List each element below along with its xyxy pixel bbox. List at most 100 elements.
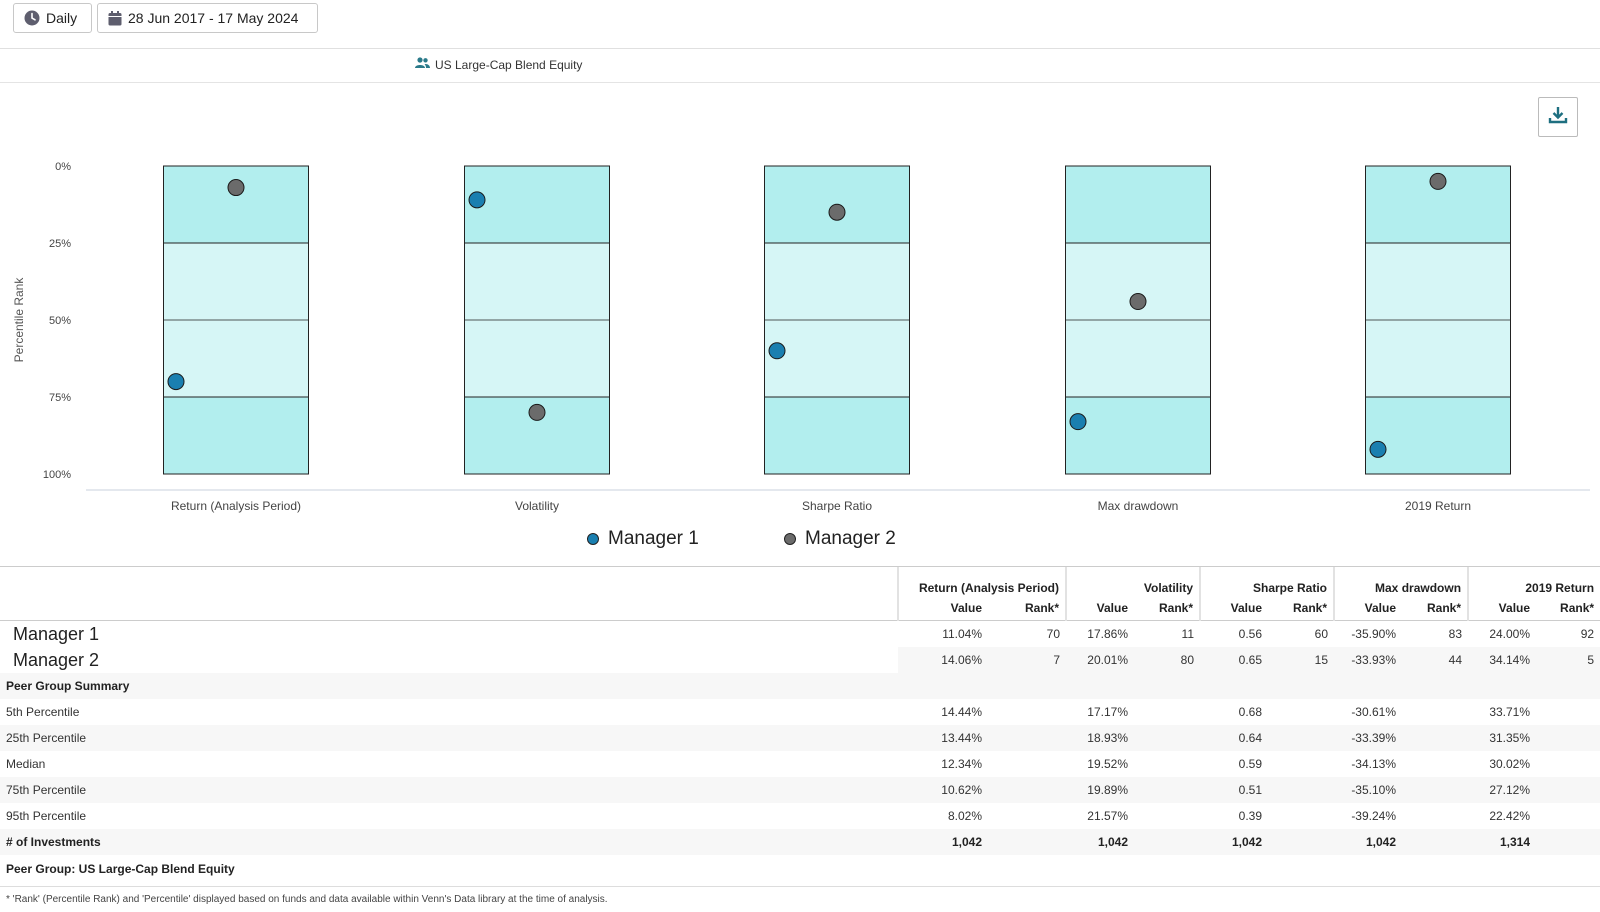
header-return[interactable]: Return (Analysis Period) — [897, 567, 1066, 595]
calendar-icon — [108, 10, 122, 26]
category-box — [464, 165, 610, 475]
category-box — [1365, 165, 1511, 475]
quartile-band — [1065, 320, 1211, 397]
table-row-percentile: 95th Percentile 8.02% 21.57% 0.39 -39.24… — [0, 803, 1600, 829]
y-tick-label: 100% — [43, 469, 71, 481]
table-cell: 0.65 — [1200, 647, 1268, 673]
table-cell: 70 — [1046, 627, 1060, 641]
y-tick-label: 50% — [49, 315, 71, 327]
toolbar: Daily 28 Jun 2017 - 17 May 2024 — [0, 0, 1600, 49]
manager-name[interactable]: Manager 2 — [0, 647, 898, 673]
quartile-band — [464, 320, 610, 397]
chart-legend: Manager 1 Manager 2 — [0, 528, 1600, 552]
date-range-label: 28 Jun 2017 - 17 May 2024 — [128, 10, 299, 26]
subheader-rank: Rank* — [1402, 595, 1469, 621]
table-cell: 11.04% — [942, 627, 982, 641]
table-cell: 14.44% — [941, 705, 982, 719]
y-axis-title: Percentile Rank — [12, 277, 26, 363]
percentile-label: 25th Percentile — [0, 725, 898, 751]
header-2019-return[interactable]: 2019 Return — [1467, 567, 1600, 595]
data-point-manager-2 — [1129, 293, 1147, 311]
subheader-value: Value — [1467, 595, 1537, 621]
quartile-band — [764, 243, 910, 320]
table-cell: 0.56 — [1238, 627, 1262, 641]
table-cell: 18.93% — [1066, 725, 1134, 751]
data-point-manager-1 — [468, 191, 486, 209]
table-cell: -35.10% — [1334, 777, 1403, 803]
table-cell: 12.34% — [941, 757, 982, 771]
table-row-investments: # of Investments 1,042 1,042 1,042 1,042… — [0, 829, 1600, 855]
quartile-band — [163, 320, 309, 397]
date-range-selector[interactable]: 28 Jun 2017 - 17 May 2024 — [97, 3, 318, 33]
table-cell: 44 — [1402, 647, 1469, 673]
users-icon — [415, 57, 435, 72]
table-cell: 24.00% — [1489, 627, 1531, 641]
table-cell: -39.24% — [1351, 809, 1397, 823]
table-cell: 60 — [1314, 627, 1329, 641]
data-point-manager-2 — [227, 179, 245, 197]
legend-item-manager-1[interactable]: Manager 1 — [587, 528, 699, 550]
table-cell: 31.35% — [1468, 725, 1537, 751]
data-point-manager-2 — [1429, 172, 1447, 190]
frequency-selector[interactable]: Daily — [13, 3, 92, 33]
table-cell: 19.89% — [1066, 777, 1134, 803]
table-cell: 21.57% — [1087, 809, 1128, 823]
download-button[interactable] — [1538, 97, 1578, 137]
data-point-manager-2 — [828, 203, 846, 221]
quartile-band — [1065, 166, 1211, 243]
header-max-drawdown[interactable]: Max drawdown — [1333, 567, 1469, 595]
table-cell: -34.13% — [1351, 757, 1397, 771]
table-cell: 7 — [988, 647, 1066, 673]
header-sharpe[interactable]: Sharpe Ratio — [1198, 567, 1335, 595]
percentile-label: 95th Percentile — [6, 809, 87, 823]
category-box — [163, 165, 309, 475]
table-cell: 17.86% — [1087, 627, 1128, 641]
manager-name[interactable]: Manager 1 — [13, 623, 100, 644]
table-cell: 0.51 — [1200, 777, 1268, 803]
header-volatility[interactable]: Volatility — [1065, 567, 1200, 595]
quartile-band — [464, 166, 610, 243]
percentile-label: 5th Percentile — [6, 705, 80, 719]
table-cell: 19.52% — [1087, 757, 1128, 771]
table-cell: 5 — [1536, 647, 1600, 673]
frequency-label: Daily — [46, 10, 78, 26]
table-cell: 30.02% — [1489, 757, 1531, 771]
table-cell: -35.90% — [1351, 627, 1397, 641]
legend-item-manager-2[interactable]: Manager 2 — [784, 528, 896, 550]
quartile-band — [764, 397, 910, 474]
table-row-manager-2: Manager 2 14.06% 7 20.01% 80 0.65 15 -33… — [0, 647, 1600, 673]
table-cell: 34.14% — [1468, 647, 1537, 673]
table-row-manager-1: Manager 1 11.04% 70 17.86% 11 0.56 60 -3… — [0, 621, 1600, 648]
table-cell: 1,042 — [898, 829, 988, 855]
quartile-band — [764, 320, 910, 397]
table-header-empty — [0, 567, 898, 595]
table-row-percentile: 25th Percentile 13.44% 18.93% 0.64 -33.3… — [0, 725, 1600, 751]
subheader-value: Value — [1065, 595, 1134, 621]
table-cell: 80 — [1134, 647, 1200, 673]
subheader-rank: Rank* — [1536, 595, 1600, 621]
table-cell: 0.64 — [1200, 725, 1268, 751]
clock-icon — [24, 10, 40, 26]
peer-group-label[interactable]: US Large-Cap Blend Equity — [415, 57, 582, 72]
table-cell: 27.12% — [1468, 777, 1537, 803]
legend-marker-manager-1 — [587, 533, 599, 545]
table-cell: 0.59 — [1238, 757, 1262, 771]
table-cell: 14.06% — [898, 647, 988, 673]
data-point-manager-2 — [528, 403, 546, 421]
table-cell: 92 — [1580, 627, 1595, 641]
quartile-band — [1365, 397, 1511, 474]
table-row-percentile: 5th Percentile 14.44% 17.17% 0.68 -30.61… — [0, 699, 1600, 725]
table-row-summary-title: Peer Group Summary — [0, 673, 1600, 699]
table-cell: 1,042 — [1334, 829, 1403, 855]
category-box — [764, 165, 910, 475]
data-point-manager-1 — [1369, 440, 1387, 458]
category-box — [1065, 165, 1211, 475]
table-cell: 0.39 — [1238, 809, 1262, 823]
table-cell: 20.01% — [1066, 647, 1134, 673]
subheader-value: Value — [897, 595, 988, 621]
x-category-label: Volatility — [515, 499, 559, 513]
table-cell: 17.17% — [1087, 705, 1128, 719]
legend-label-manager-1: Manager 1 — [608, 528, 699, 549]
y-tick-label: 0% — [55, 161, 71, 173]
table-cell: -30.61% — [1351, 705, 1397, 719]
